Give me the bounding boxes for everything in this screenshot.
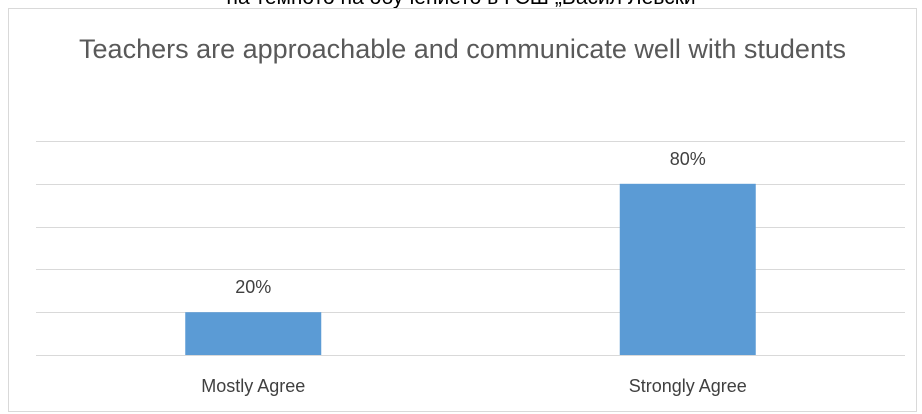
bar [185, 312, 322, 355]
chart-area [8, 8, 917, 412]
page-caption: на темпото на обучението в ГСШ „Васил Ле… [0, 0, 922, 9]
data-label: 20% [235, 277, 271, 297]
bar [619, 183, 756, 355]
x-tick-label: Mostly Agree [201, 376, 305, 396]
data-label: 80% [670, 149, 706, 169]
chart-title: Teachers are approachable and communicat… [79, 34, 846, 64]
x-tick-label: Strongly Agree [629, 376, 747, 396]
